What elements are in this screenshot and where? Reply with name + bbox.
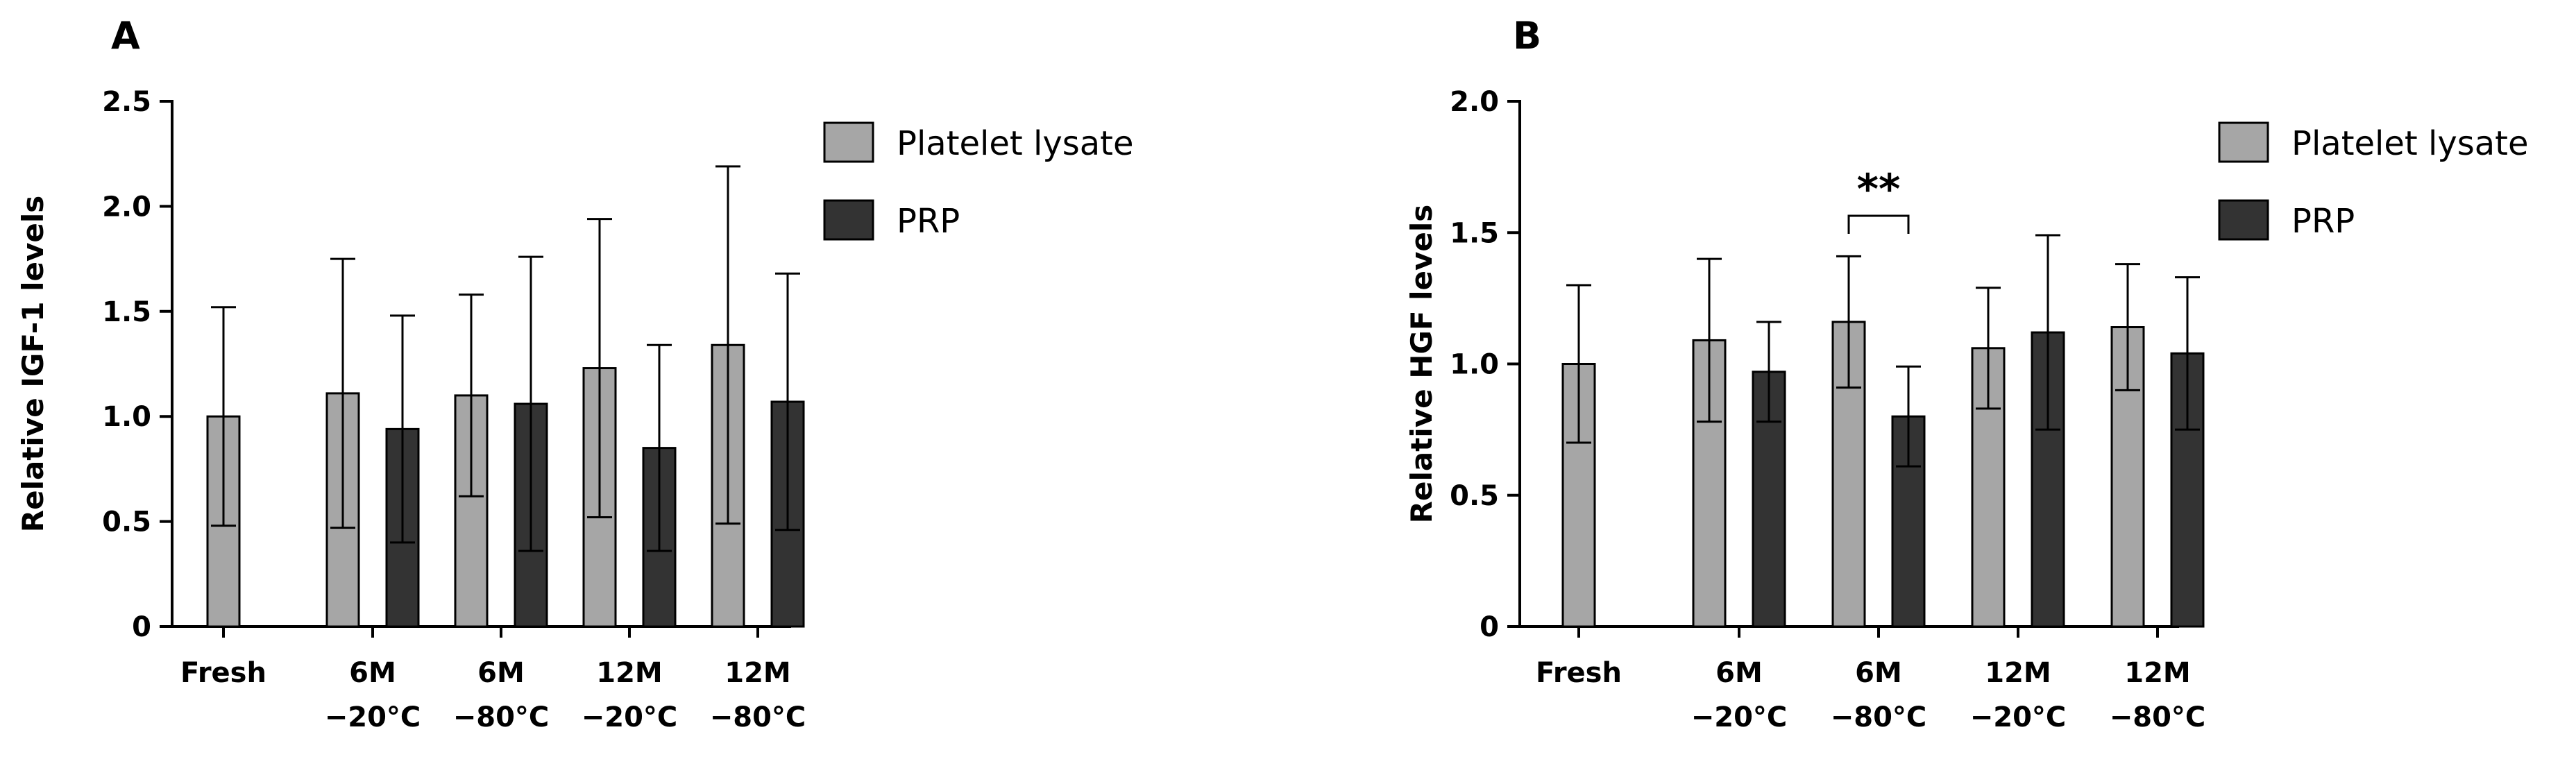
- panel-letter: A: [111, 14, 140, 58]
- x-tick-label: 12M: [596, 657, 662, 689]
- x-tick-label: Fresh: [180, 657, 266, 689]
- y-tick-label: 1.5: [1450, 217, 1499, 249]
- y-tick-label: 1.0: [102, 401, 151, 433]
- chart-panel-a: A Relative IGF-1 levels 0 0.5 1.0 1.5 2.0 2.5 Fr…: [16, 14, 1134, 733]
- y-axis-label: Relative HGF levels: [1405, 205, 1439, 524]
- y-tick-label: 2.5: [102, 86, 151, 118]
- y-axis-label: Relative IGF-1 levels: [16, 196, 50, 532]
- x-tick-label: Fresh: [1536, 657, 1622, 689]
- legend-label: Platelet lysate: [2291, 124, 2529, 163]
- chart-panel-b: B Relative HGF levels 0 0.5 1.0 1.5 2.0 Fresh 6M…: [1405, 14, 2529, 733]
- x-tick-label: −80°C: [2110, 701, 2206, 733]
- legend-swatch-prp: [823, 199, 874, 241]
- legend-label: PRP: [2291, 202, 2355, 241]
- legend-label: Platelet lysate: [897, 124, 1134, 163]
- legend-swatch-prp: [2218, 199, 2269, 241]
- y-tick-label: 2.0: [1450, 86, 1499, 118]
- y-tick-label: 0.5: [102, 507, 151, 538]
- y-tick-label: 1.0: [1450, 349, 1499, 381]
- x-tick-label: 12M: [1985, 657, 2051, 689]
- y-tick-label: 2.0: [102, 191, 151, 223]
- x-tick-label: 12M: [724, 657, 790, 689]
- legend-swatch-platelet_lysate: [823, 121, 874, 163]
- significance-bracket: [1847, 214, 1910, 234]
- y-tick-label: 0: [1480, 611, 1499, 643]
- x-tick-label: 12M: [2124, 657, 2190, 689]
- x-tick-label: −80°C: [710, 701, 806, 733]
- x-tick-label: −80°C: [1831, 701, 1927, 733]
- y-tick-label: 1.5: [102, 296, 151, 328]
- x-tick-label: 6M: [1715, 657, 1763, 689]
- legend-label: PRP: [897, 202, 960, 241]
- x-tick-label: −20°C: [1691, 701, 1788, 733]
- x-tick-label: 6M: [477, 657, 525, 689]
- x-tick-label: −20°C: [325, 701, 421, 733]
- legend-swatch-platelet_lysate: [2218, 121, 2269, 163]
- y-tick-label: 0: [132, 611, 151, 643]
- significance-label: **: [1857, 165, 1901, 214]
- y-tick-label: 0.5: [1450, 480, 1499, 512]
- x-tick-label: −20°C: [582, 701, 678, 733]
- panel-letter: B: [1513, 14, 1541, 58]
- x-tick-label: 6M: [349, 657, 396, 689]
- x-tick-label: 6M: [1855, 657, 1902, 689]
- x-tick-label: −20°C: [1970, 701, 2067, 733]
- x-tick-label: −80°C: [453, 701, 550, 733]
